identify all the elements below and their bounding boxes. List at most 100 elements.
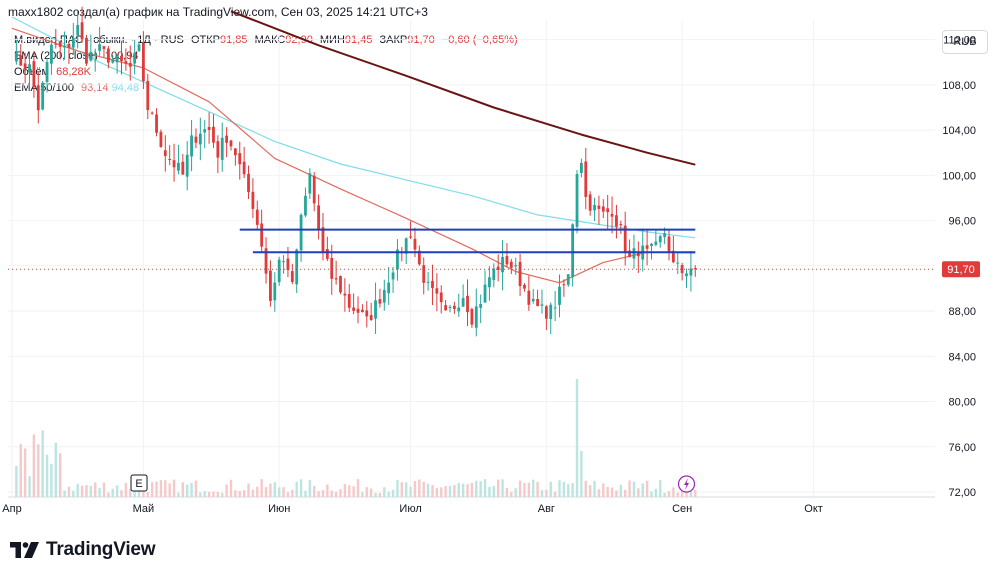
currency-button[interactable]: RUB [942,30,988,54]
volume-bar [597,489,601,497]
candle-body [382,289,386,303]
candle-body [470,309,474,325]
candle [461,284,465,307]
volume-bar [479,481,482,497]
candle [619,220,623,234]
candle [492,263,496,288]
candle-body [536,298,539,307]
candle-body [396,249,399,270]
level-lines [8,228,935,270]
candle [347,284,351,313]
candle [299,213,303,262]
candle [610,196,614,234]
candle-body [615,215,618,227]
candle-body [387,282,391,294]
volume-bar [694,490,697,497]
candle-body [330,258,334,279]
volume-bar [221,492,224,497]
candle [654,229,658,247]
candle [680,262,684,281]
candle-body [207,126,211,130]
volume-bar [45,454,49,497]
candle-body [216,141,220,158]
candle [422,257,426,295]
volume-bar [260,479,263,497]
candle-body [680,265,684,274]
candle [260,209,264,252]
candle-body [225,135,229,143]
candle [142,31,145,90]
candle [396,239,399,281]
candle-body [496,266,500,270]
candle [365,301,369,328]
volume-bar [575,379,579,497]
candle [431,264,434,306]
candle-body [286,258,290,271]
candle-body [85,37,88,64]
y-tick-label: 112,00 [943,35,976,47]
candle-body [172,160,176,168]
candle-body [242,161,246,175]
volume-bar [28,476,31,497]
candle-body [685,273,688,277]
candle [540,289,544,314]
x-month-label: Сен [672,503,692,515]
candle [444,299,448,311]
volume-bar [41,430,44,497]
y-tick-label: 84,00 [948,351,976,363]
candle-body [378,299,382,304]
candle-body [566,274,570,285]
volume-bar [540,490,544,497]
legend-volume-row[interactable]: Объём 68,28K [14,64,518,80]
volume-bar [567,484,570,497]
volume-bar [400,482,404,497]
candle [269,260,272,307]
candle [601,199,605,219]
candle [518,253,522,296]
candle [676,252,680,275]
candle [356,296,360,324]
volume-bar [440,487,443,497]
candle [295,248,299,293]
volume-bar [186,484,189,497]
y-tick-label: 76,00 [948,442,976,454]
volume-bar [536,481,539,497]
candle-body [146,80,150,111]
volume-bar [615,490,618,497]
volume-bar [369,488,373,497]
candle-body [220,137,224,160]
candle [80,6,84,43]
candle [238,141,242,180]
candle [435,273,439,312]
candle [452,301,456,314]
candle-body [650,243,653,246]
candle [45,57,49,93]
candle [14,40,18,65]
volume-bar [457,482,460,497]
volume-bar [672,487,675,497]
candle-body [58,41,62,47]
candle [650,242,653,260]
candle [615,204,618,239]
candle [190,119,193,172]
volume-bar [102,482,106,497]
volume-bar [190,482,193,497]
candle [85,35,88,66]
candle [247,165,250,200]
candle [120,41,123,75]
candle [128,45,132,81]
volume-bar [545,489,548,497]
candle-body [461,298,465,307]
candle [150,111,154,115]
candle-body [247,173,250,193]
volume-bar [89,485,93,497]
candle [137,41,141,53]
volume-bar [133,489,136,497]
tradingview-logo[interactable]: TradingView [10,538,156,562]
tradingview-logo-icon [10,542,39,558]
candle-body [474,306,478,328]
candle-body [628,250,631,258]
candle-body [229,140,233,147]
candle-body [98,44,101,51]
